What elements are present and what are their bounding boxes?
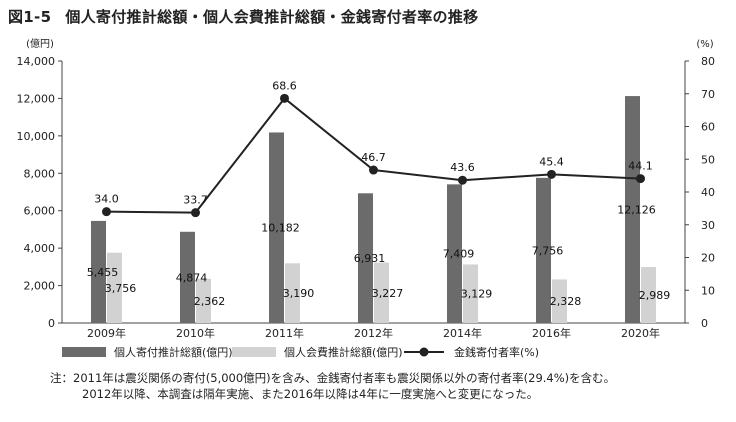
- note-text-1: 2011年は震災関係の寄付(5,000億円)を含み、金銭寄付者率も震災関係以外の…: [73, 371, 616, 385]
- legend-membership-fee-swatch: [232, 347, 276, 357]
- donation-bar-value-label: 5,455: [87, 266, 119, 279]
- note-line-1: 注：2011年は震災関係の寄付(5,000億円)を含み、金銭寄付者率も震災関係以…: [50, 370, 615, 386]
- legend-donation-swatch: [62, 347, 106, 357]
- left-axis-tick-label: 8,000: [24, 167, 56, 180]
- membership-fee-bar: [374, 262, 389, 323]
- donation-bar: [91, 220, 106, 323]
- membership-fee-bar: [641, 267, 656, 323]
- membership-fee-bar: [552, 279, 567, 323]
- donation-bar-value-label: 4,874: [176, 271, 208, 284]
- x-axis-tick-label: 2012年: [354, 326, 393, 340]
- left-axis-tick-label: 0: [48, 317, 55, 330]
- membership-fee-bar-value-label: 3,756: [105, 282, 137, 295]
- right-axis-tick-label: 60: [701, 121, 715, 134]
- legend-membership-fee-label: 個人会費推計総額(億円): [284, 345, 403, 359]
- donation-bar-value-label: 7,409: [443, 248, 475, 261]
- figure-title: 図1-5 個人寄付推計総額・個人会費推計総額・金銭寄付者率の推移: [8, 6, 478, 27]
- membership-fee-bar-value-label: 3,129: [461, 288, 493, 301]
- donation-bar-value-label: 10,182: [261, 222, 300, 235]
- membership-fee-bar-value-label: 3,227: [372, 287, 404, 300]
- figure-title-text: 個人寄付推計総額・個人会費推計総額・金銭寄付者率の推移: [65, 8, 479, 26]
- x-axis-tick-label: 2011年: [265, 326, 304, 340]
- donation-bar: [180, 231, 195, 323]
- legend-donor-rate-swatch-marker: [419, 347, 429, 357]
- membership-fee-bar: [196, 278, 211, 323]
- right-axis-tick-label: 10: [701, 284, 715, 297]
- donor-rate-value-label: 34.0: [94, 193, 119, 206]
- donation-bar-value-label: 12,126: [617, 204, 656, 217]
- donation-bar: [447, 184, 462, 323]
- membership-fee-bar-value-label: 2,328: [550, 295, 582, 308]
- figure-number: 図1-5: [8, 8, 52, 26]
- right-axis-tick-label: 50: [701, 153, 715, 166]
- donation-bar: [536, 177, 551, 323]
- x-axis-tick-label: 2016年: [532, 326, 571, 340]
- donor-rate-value-label: 33.7: [183, 194, 208, 207]
- donor-rate-value-label: 43.6: [450, 161, 475, 174]
- donor-rate-marker: [547, 169, 556, 179]
- donation-bar: [269, 132, 284, 323]
- membership-fee-bar: [107, 252, 122, 323]
- donor-rate-value-label: 45.4: [539, 155, 564, 168]
- left-axis-tick-label: 14,000: [17, 55, 56, 68]
- donor-rate-marker: [369, 165, 378, 175]
- donor-rate-marker: [191, 208, 200, 218]
- right-axis-tick-label: 80: [701, 55, 715, 68]
- membership-fee-bar-value-label: 2,989: [639, 289, 671, 302]
- right-axis-tick-label: 0: [701, 317, 708, 330]
- chart-notes: 注：2011年は震災関係の寄付(5,000億円)を含み、金銭寄付者率も震災関係以…: [50, 370, 615, 402]
- left-axis-tick-label: 12,000: [17, 92, 56, 105]
- donation-bar-value-label: 7,756: [532, 244, 564, 257]
- membership-fee-bar-value-label: 3,190: [283, 287, 315, 300]
- note-line-2: 2012年以降、本調査は隔年実施、また2016年以降は4年に一度実施へと変更にな…: [82, 387, 539, 401]
- left-axis-tick-label: 2,000: [24, 280, 56, 293]
- membership-fee-bar: [463, 264, 478, 323]
- left-axis-unit: (億円): [26, 37, 54, 50]
- right-axis-tick-label: 70: [701, 88, 715, 101]
- donation-bar: [358, 193, 373, 323]
- x-axis-tick-label: 2009年: [87, 326, 126, 340]
- donor-rate-marker: [102, 207, 111, 217]
- legend-donor-rate-label: 金銭寄付者率(%): [454, 345, 539, 359]
- chart: 0 2,000 4,000 6,000 8,000 10,000 12,000 14,000 (…: [17, 37, 716, 359]
- donor-rate-value-label: 44.1: [628, 160, 653, 173]
- legend-donation-label: 個人寄付推計総額(億円): [114, 345, 233, 359]
- membership-fee-bar-value-label: 2,362: [194, 295, 226, 308]
- donation-bar-value-label: 6,931: [354, 252, 386, 265]
- donor-rate-marker: [280, 93, 289, 103]
- x-axis-tick-label: 2020年: [621, 326, 660, 340]
- left-axis-tick-label: 4,000: [24, 242, 56, 255]
- left-axis-tick-label: 10,000: [17, 130, 56, 143]
- donor-rate-value-label: 46.7: [361, 151, 386, 164]
- donor-rate-value-label: 68.6: [272, 79, 297, 92]
- donor-rate-marker: [458, 175, 467, 185]
- donor-rate-marker: [636, 174, 645, 184]
- right-axis-tick-label: 20: [701, 252, 715, 265]
- donation-bar: [625, 96, 640, 323]
- x-axis-tick-label: 2010年: [176, 326, 215, 340]
- right-axis-tick-label: 30: [701, 219, 715, 232]
- note-prefix: 注：: [50, 371, 73, 385]
- right-axis-tick-label: 40: [701, 186, 715, 199]
- membership-fee-bar: [285, 263, 300, 323]
- left-axis-tick-label: 6,000: [24, 205, 56, 218]
- x-axis-tick-label: 2014年: [443, 326, 482, 340]
- right-axis-unit: (%): [696, 39, 713, 50]
